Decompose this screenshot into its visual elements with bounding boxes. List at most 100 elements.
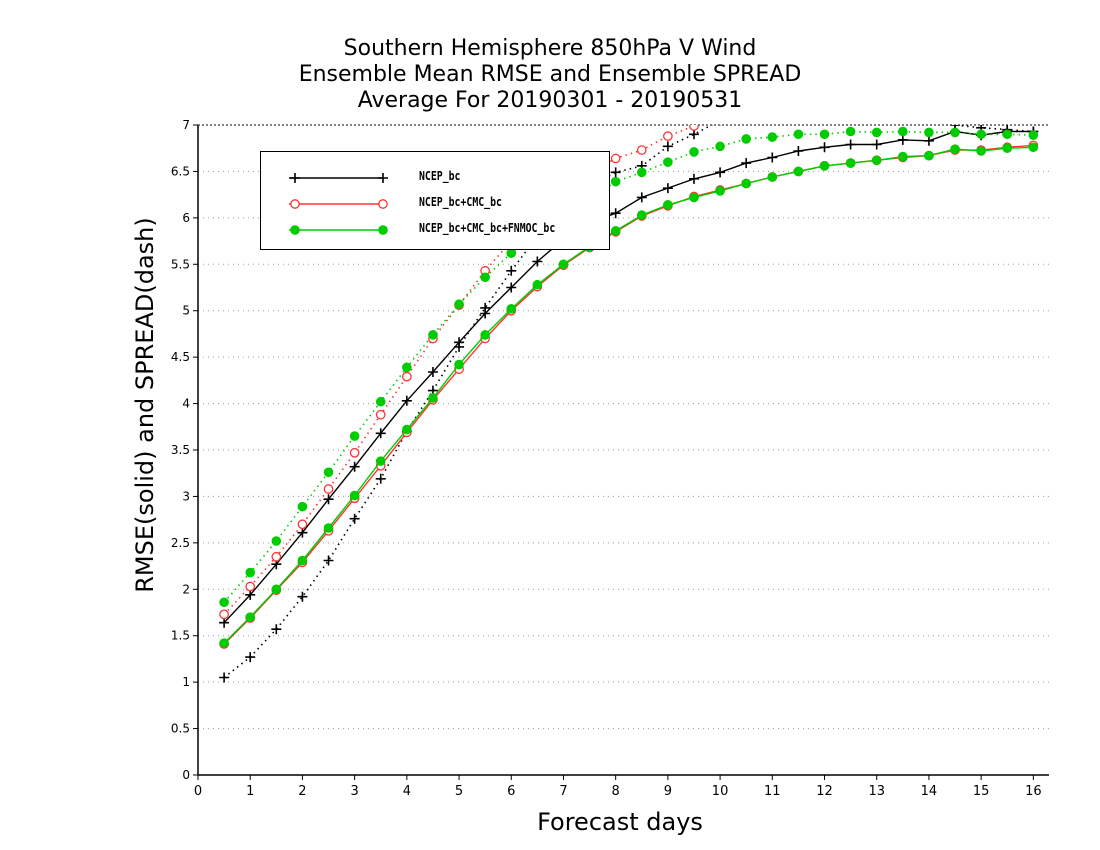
data-point-ncep-cmc-fnmoc-rmse (689, 192, 699, 203)
data-point-ncep-bc-rmse (767, 152, 778, 163)
data-point-ncep-cmc-spread (1029, 102, 1037, 110)
data-point-ncep-cmc-fnmoc-rmse (454, 359, 464, 370)
data-point-ncep-bc-spread (719, 125, 721, 126)
data-point-ncep-cmc-fnmoc-spread (793, 129, 804, 140)
legend-marker-ncep-cmc-fnmoc (378, 225, 388, 235)
data-point-ncep-bc-rmse (897, 134, 908, 145)
data-point-ncep-cmc-fnmoc-spread (1028, 130, 1039, 141)
data-point-ncep-bc-spread (323, 555, 334, 566)
y-tick-label: 1 (182, 675, 190, 689)
data-point-ncep-cmc-fnmoc-rmse (219, 638, 229, 648)
data-point-ncep-cmc-fnmoc-spread (480, 272, 490, 283)
data-point-ncep-bc-rmse (349, 461, 360, 472)
x-tick-label: 10 (712, 784, 729, 799)
data-point-ncep-bc-rmse (480, 308, 491, 319)
y-axis-label: RMSE(solid) and SPREAD(dash) (131, 217, 159, 593)
legend-swatch-ncep-cmc (289, 199, 388, 209)
legend-label-ncep-cmc: NCEP_bc+CMC_bc (419, 195, 502, 209)
data-point-ncep-bc-spread (741, 111, 751, 121)
y-tick-label: 5 (182, 304, 190, 318)
data-point-ncep-cmc-spread (349, 447, 360, 458)
data-point-ncep-bc-spread (219, 672, 230, 683)
data-point-ncep-cmc-fnmoc-rmse (871, 155, 882, 166)
data-point-ncep-cmc-fnmoc-spread (636, 167, 647, 178)
data-point-ncep-cmc-spread (846, 102, 854, 110)
data-point-ncep-bc-spread (924, 101, 934, 111)
data-point-ncep-cmc-spread (768, 102, 776, 110)
data-point-ncep-bc-rmse (454, 337, 465, 348)
legend-item-ncep-bc: NCEP_bc (261, 164, 609, 192)
x-tick-label: 4 (403, 784, 411, 799)
data-point-ncep-bc-rmse (662, 183, 673, 194)
data-point-ncep-bc-rmse (532, 256, 543, 267)
data-point-ncep-cmc-spread (977, 102, 985, 110)
data-point-ncep-cmc-fnmoc-rmse (480, 330, 490, 340)
data-point-ncep-cmc-fnmoc-rmse (323, 523, 334, 533)
data-point-ncep-cmc-fnmoc-spread (924, 127, 934, 138)
data-point-ncep-bc-spread (846, 101, 856, 111)
data-point-ncep-cmc-fnmoc-spread (323, 467, 334, 478)
data-point-ncep-cmc-fnmoc-spread (715, 141, 725, 152)
x-tick-label: 3 (350, 784, 358, 799)
data-point-ncep-cmc-fnmoc-rmse (715, 186, 725, 196)
legend-item-ncep-cmc-fnmoc: NCEP_bc+CMC_bc+FNMOC_bc (261, 216, 609, 244)
legend-marker-ncep-bc (378, 173, 388, 183)
data-point-ncep-cmc-spread (794, 102, 802, 110)
legend-label-ncep-bc: NCEP_bc (419, 169, 461, 183)
data-point-ncep-cmc-spread (219, 609, 229, 620)
data-point-ncep-cmc-spread (951, 102, 959, 110)
data-point-ncep-cmc-spread (820, 102, 828, 110)
data-point-ncep-bc-rmse (741, 158, 752, 169)
data-point-ncep-cmc-fnmoc-spread (871, 127, 882, 138)
data-point-ncep-cmc-fnmoc-rmse (898, 151, 908, 162)
data-point-ncep-bc-rmse (506, 282, 517, 293)
data-point-ncep-cmc-fnmoc-spread (349, 431, 360, 441)
x-tick-label: 15 (973, 784, 990, 799)
data-point-ncep-bc-rmse (610, 208, 621, 219)
data-point-ncep-bc-spread (297, 591, 308, 602)
data-point-ncep-bc-rmse (401, 395, 412, 406)
series-line-ncep-bc-rmse (223, 130, 1034, 624)
y-tick-label: 0.5 (171, 722, 190, 736)
data-point-ncep-cmc-fnmoc-rmse (558, 259, 569, 270)
data-point-ncep-bc-rmse (871, 139, 882, 150)
data-point-ncep-cmc-fnmoc-spread (506, 248, 517, 258)
data-point-ncep-cmc-fnmoc-spread (976, 129, 986, 140)
data-point-ncep-cmc-fnmoc-rmse (793, 166, 804, 177)
data-point-ncep-cmc-fnmoc-rmse (428, 393, 438, 403)
data-point-ncep-bc-spread (793, 103, 803, 113)
data-point-ncep-cmc-fnmoc-rmse (845, 158, 856, 168)
data-point-ncep-cmc-spread (899, 102, 907, 110)
x-tick-label: 13 (868, 784, 885, 799)
data-point-ncep-cmc-fnmoc-spread (402, 362, 412, 373)
data-point-ncep-cmc-spread (401, 371, 412, 382)
data-point-ncep-cmc-fnmoc-spread (767, 132, 778, 142)
data-point-ncep-cmc-spread (663, 131, 673, 141)
data-point-ncep-cmc-fnmoc-rmse (349, 490, 360, 501)
data-point-ncep-cmc-fnmoc-rmse (402, 424, 412, 435)
data-point-ncep-bc-rmse (375, 428, 386, 439)
data-point-ncep-cmc-fnmoc-spread (219, 597, 229, 608)
data-point-ncep-cmc-spread (873, 102, 881, 110)
data-point-ncep-cmc-spread (636, 145, 647, 155)
x-axis-label: Forecast days (537, 808, 703, 836)
x-tick-label: 1 (246, 784, 254, 799)
data-point-ncep-cmc-fnmoc-spread (898, 126, 908, 137)
x-tick-label: 8 (612, 784, 620, 799)
data-point-ncep-cmc-fnmoc-rmse (976, 146, 986, 156)
y-tick-label: 7 (182, 118, 190, 132)
y-tick-label: 6 (182, 211, 190, 225)
chart-title-line-3: Average For 20190301 - 20190531 (357, 88, 743, 113)
legend-swatch-ncep-bc (289, 173, 388, 183)
data-point-ncep-bc-rmse (245, 589, 256, 600)
series-line-ncep-cmc-spread (223, 125, 699, 615)
data-point-ncep-bc-spread (245, 652, 256, 663)
data-point-ncep-cmc-fnmoc-rmse (1002, 143, 1013, 154)
legend-marker-ncep-bc (290, 173, 300, 183)
y-tick-label: 4 (182, 397, 190, 411)
data-point-ncep-cmc-fnmoc-spread (663, 157, 673, 167)
y-tick-label: 2.5 (171, 536, 190, 550)
data-point-ncep-bc-rmse (323, 494, 334, 505)
data-point-ncep-cmc-fnmoc-rmse (819, 161, 830, 171)
